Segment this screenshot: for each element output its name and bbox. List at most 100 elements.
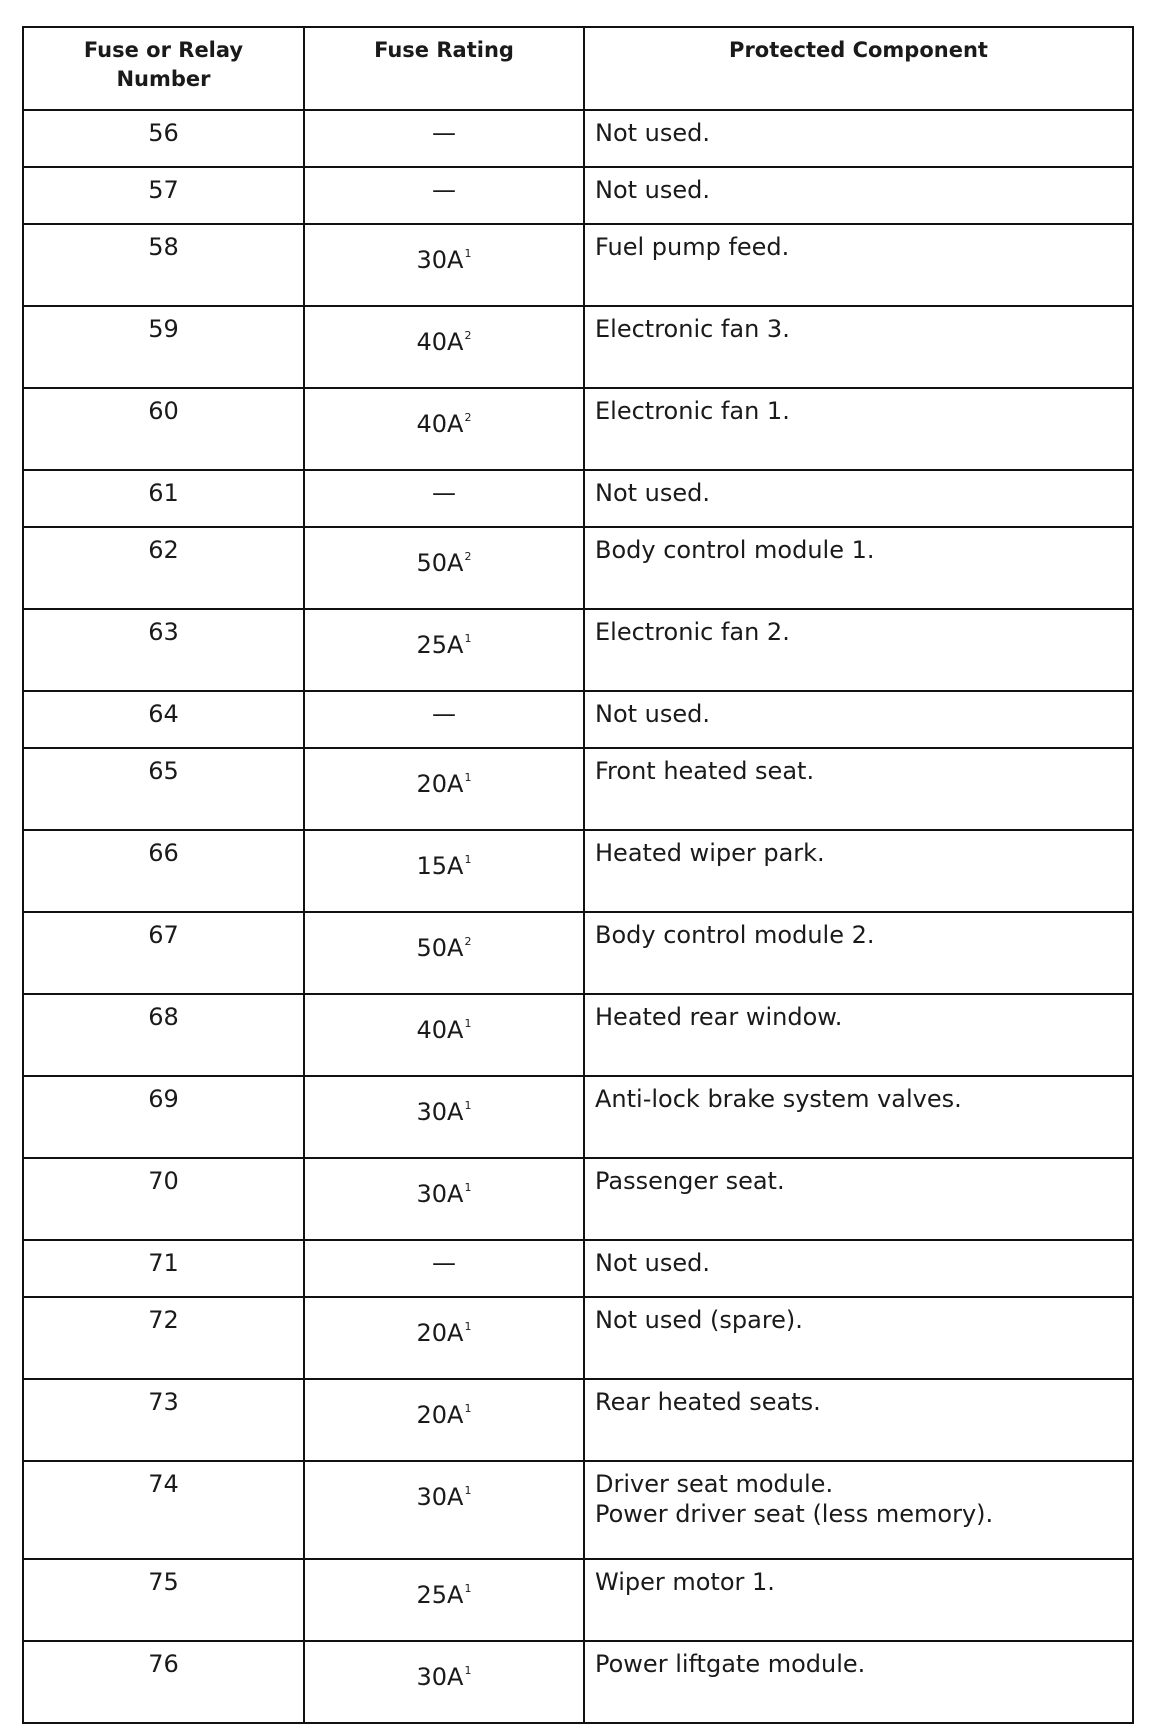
rating-value: 20A [416, 770, 464, 798]
component-line: Power driver seat (less memory). [595, 1500, 994, 1528]
component-line: Heated wiper park. [595, 839, 825, 867]
rating-value: 20A [416, 1319, 464, 1347]
protected-component: Body control module 2. [583, 911, 1134, 995]
footnote-marker: 2 [464, 411, 472, 424]
component-line: Wiper motor 1. [595, 1568, 775, 1596]
fuse-number: 61 [22, 469, 305, 528]
component-line: Electronic fan 1. [595, 397, 790, 425]
rating-value: — [432, 479, 456, 507]
footnote-marker: 1 [464, 247, 472, 260]
rating-value: 30A [416, 1483, 464, 1511]
component-line: Body control module 1. [595, 536, 875, 564]
fuse-number: 73 [22, 1378, 305, 1462]
protected-component: Fuel pump feed. [583, 223, 1134, 307]
fuse-number: 71 [22, 1239, 305, 1298]
fuse-rating: — [303, 109, 585, 168]
protected-component: Not used. [583, 109, 1134, 168]
protected-component: Power liftgate module. [583, 1640, 1134, 1724]
rating-value: 20A [416, 1401, 464, 1429]
component-line: Anti-lock brake system valves. [595, 1085, 962, 1113]
protected-component: Not used. [583, 1239, 1134, 1298]
rating-value: 50A [416, 934, 464, 962]
header-row: Fuse or Relay Number Fuse Rating Protect… [22, 26, 1134, 111]
protected-component: Front heated seat. [583, 747, 1134, 831]
fuse-rating: 30A1 [303, 1075, 585, 1159]
rating-value: 15A [416, 852, 464, 880]
protected-component: Rear heated seats. [583, 1378, 1134, 1462]
fuse-number: 65 [22, 747, 305, 831]
footnote-marker: 2 [464, 550, 472, 563]
rating-value: 50A [416, 549, 464, 577]
header-fuse-rating: Fuse Rating [303, 26, 585, 111]
rating-value: 40A [416, 328, 464, 356]
protected-component: Passenger seat. [583, 1157, 1134, 1241]
fuse-number: 72 [22, 1296, 305, 1380]
table-row: 62 50A2 Body control module 1. [22, 526, 1134, 610]
table-row: 71 — Not used. [22, 1239, 1134, 1298]
fuse-number: 64 [22, 690, 305, 749]
fuse-rating: 40A2 [303, 305, 585, 389]
fuse-rating: 30A1 [303, 223, 585, 307]
component-line: Heated rear window. [595, 1003, 843, 1031]
fuse-number: 58 [22, 223, 305, 307]
protected-component: Electronic fan 1. [583, 387, 1134, 471]
footnote-marker: 1 [464, 1664, 472, 1677]
table-row: 69 30A1 Anti-lock brake system valves. [22, 1075, 1134, 1159]
component-line: Front heated seat. [595, 757, 815, 785]
table-row: 65 20A1 Front heated seat. [22, 747, 1134, 831]
rating-value: 25A [416, 631, 464, 659]
fuse-rating: 50A2 [303, 526, 585, 610]
table-row: 59 40A2 Electronic fan 3. [22, 305, 1134, 389]
fuse-number: 56 [22, 109, 305, 168]
fuse-rating: 30A1 [303, 1640, 585, 1724]
component-line: Not used. [595, 1249, 711, 1277]
fuse-rating: 20A1 [303, 1296, 585, 1380]
footnote-marker: 2 [464, 329, 472, 342]
table-row: 75 25A1 Wiper motor 1. [22, 1558, 1134, 1642]
fuse-rating: 40A2 [303, 387, 585, 471]
footnote-marker: 2 [464, 935, 472, 948]
component-line: Not used. [595, 479, 711, 507]
table-row: 63 25A1 Electronic fan 2. [22, 608, 1134, 692]
table-row: 68 40A1 Heated rear window. [22, 993, 1134, 1077]
footnote-marker: 1 [464, 1181, 472, 1194]
table-row: 61 — Not used. [22, 469, 1134, 528]
fuse-rating: 30A1 [303, 1460, 585, 1560]
rating-value: 40A [416, 410, 464, 438]
table-row: 76 30A1 Power liftgate module. [22, 1640, 1134, 1724]
footnote-marker: 1 [464, 771, 472, 784]
fuse-number: 67 [22, 911, 305, 995]
rating-value: 30A [416, 1098, 464, 1126]
protected-component: Heated rear window. [583, 993, 1134, 1077]
protected-component: Anti-lock brake system valves. [583, 1075, 1134, 1159]
footnote-marker: 1 [464, 853, 472, 866]
fuse-number: 57 [22, 166, 305, 225]
fuse-rating: — [303, 469, 585, 528]
rating-value: 30A [416, 246, 464, 274]
rating-value: 30A [416, 1180, 464, 1208]
component-line: Electronic fan 2. [595, 618, 790, 646]
component-line: Driver seat module. [595, 1470, 834, 1498]
table-row: 70 30A1 Passenger seat. [22, 1157, 1134, 1241]
component-line: Electronic fan 3. [595, 315, 790, 343]
fuse-rating: 25A1 [303, 608, 585, 692]
fuse-number: 76 [22, 1640, 305, 1724]
component-line: Not used. [595, 176, 711, 204]
fuse-rating: — [303, 1239, 585, 1298]
fuse-rating: 15A1 [303, 829, 585, 913]
protected-component: Wiper motor 1. [583, 1558, 1134, 1642]
table-row: 56 — Not used. [22, 109, 1134, 168]
fuse-number: 63 [22, 608, 305, 692]
fuse-number: 75 [22, 1558, 305, 1642]
protected-component: Electronic fan 2. [583, 608, 1134, 692]
fuse-number: 59 [22, 305, 305, 389]
rating-value: 25A [416, 1581, 464, 1609]
fuse-rating: 25A1 [303, 1558, 585, 1642]
fuse-rating: 30A1 [303, 1157, 585, 1241]
fuse-number: 68 [22, 993, 305, 1077]
fuse-number: 74 [22, 1460, 305, 1560]
footnote-marker: 1 [464, 1320, 472, 1333]
fuse-number: 70 [22, 1157, 305, 1241]
protected-component: Driver seat module. Power driver seat (le… [583, 1460, 1134, 1560]
component-line: Not used (spare). [595, 1306, 803, 1334]
